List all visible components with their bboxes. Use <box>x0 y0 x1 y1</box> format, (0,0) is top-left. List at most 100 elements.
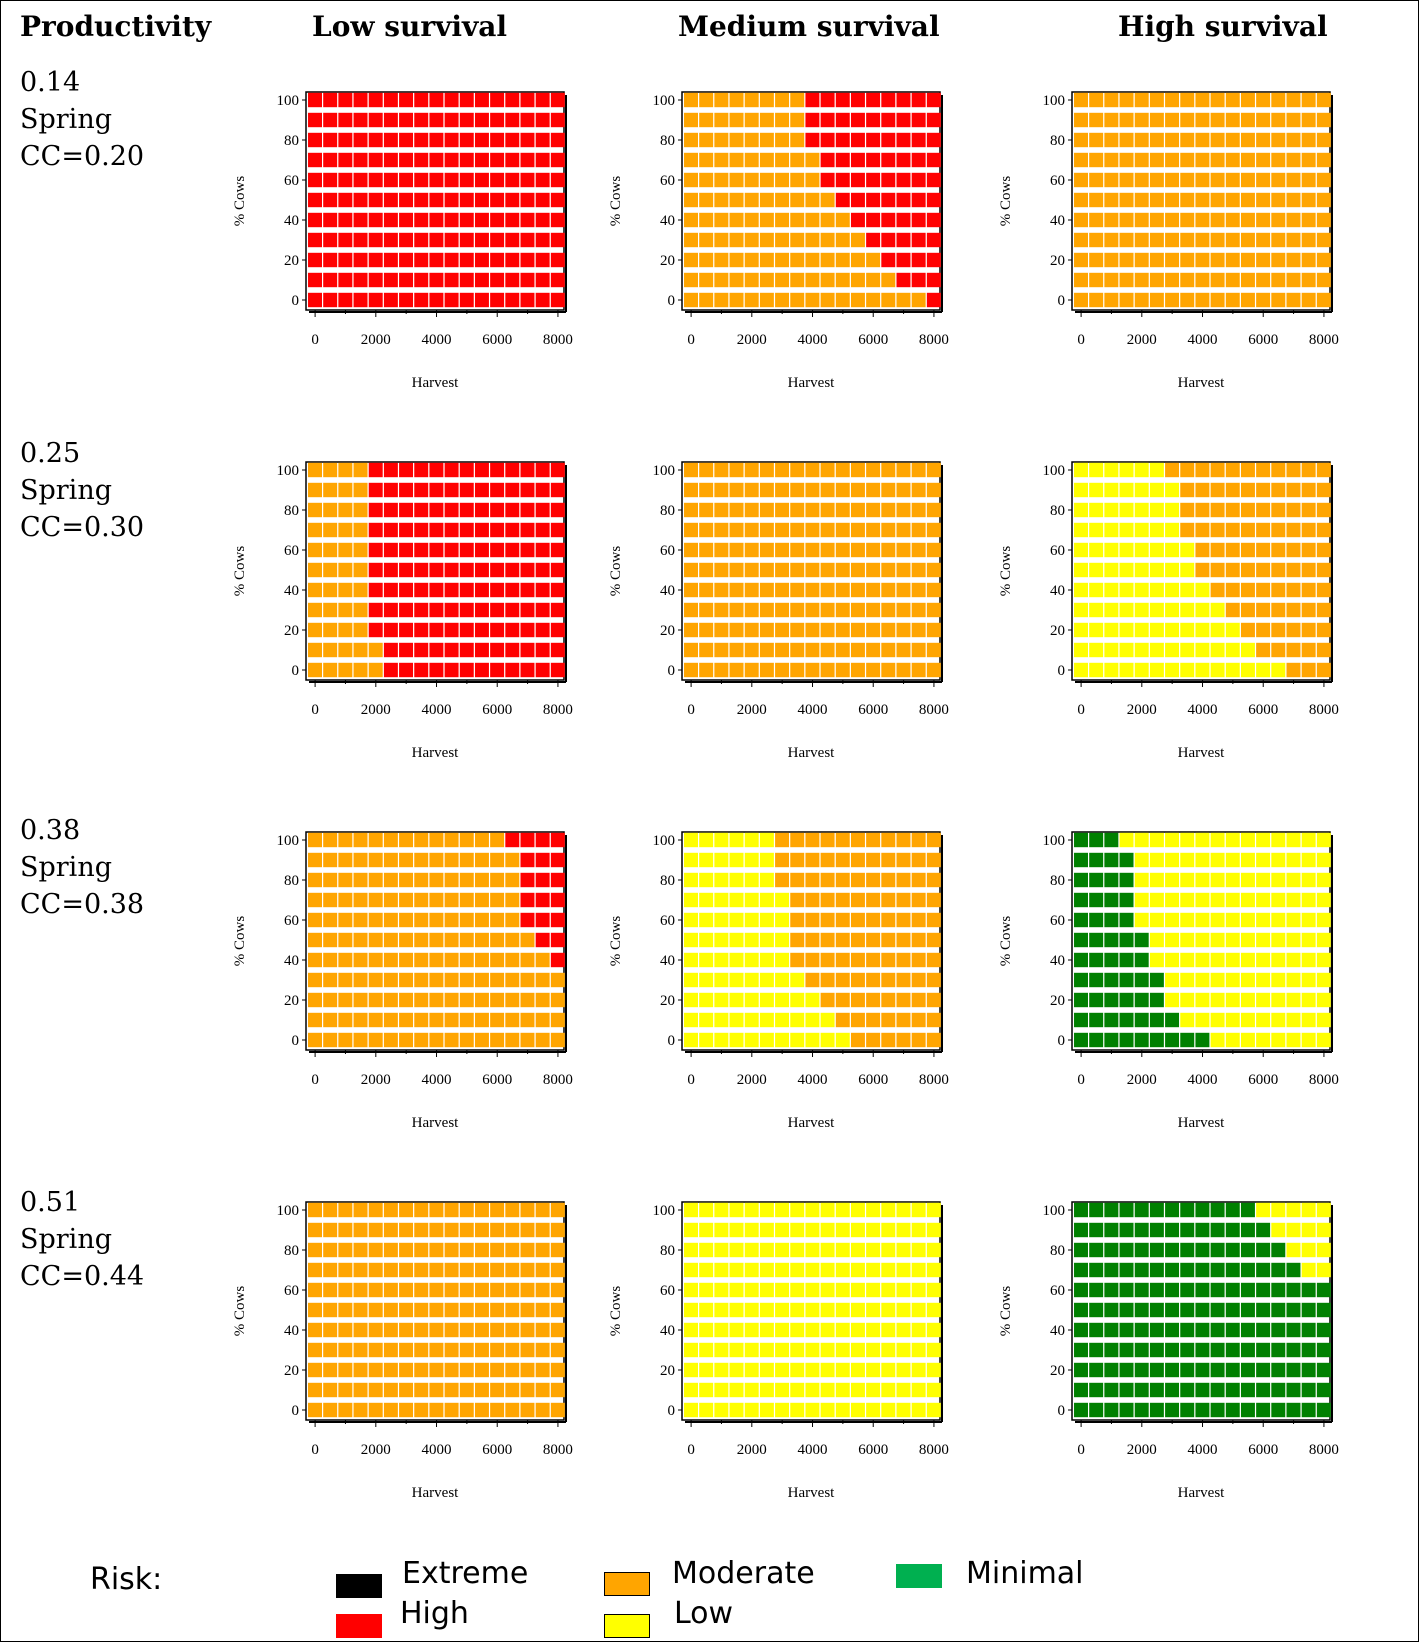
heatmap-cell <box>805 662 820 678</box>
y-axis-title: % Cows <box>608 546 624 597</box>
heatmap-cell <box>805 852 820 868</box>
heatmap-cell <box>399 152 414 168</box>
heatmap-cell <box>699 832 714 848</box>
heatmap-cell <box>308 1282 322 1298</box>
y-tick-label: 0 <box>292 293 300 309</box>
heatmap-cell <box>1286 1032 1301 1048</box>
heatmap-cell <box>520 582 535 598</box>
heatmap-cell <box>323 622 338 638</box>
heatmap-cell <box>1165 952 1180 968</box>
heatmap-cell <box>805 1032 820 1048</box>
y-tick-label: 0 <box>292 1033 300 1049</box>
heatmap-cell <box>399 952 414 968</box>
heatmap-cell <box>1149 462 1164 478</box>
heatmap-cell <box>1180 482 1195 498</box>
heatmap-cell <box>744 912 759 928</box>
heatmap-cell <box>684 92 698 108</box>
heatmap-cell <box>805 562 820 578</box>
heatmap-cell <box>850 272 865 288</box>
heatmap-cell <box>1089 112 1104 128</box>
heatmap-cell <box>835 272 850 288</box>
heatmap-cell <box>1134 1282 1149 1298</box>
heatmap-cell <box>699 872 714 888</box>
heatmap-cell <box>1240 1302 1255 1318</box>
heatmap-cell <box>1180 872 1195 888</box>
heatmap-cell <box>1286 1012 1301 1028</box>
heatmap-cell <box>520 462 535 478</box>
y-tick-label: 60 <box>284 1283 299 1299</box>
y-tick-label: 20 <box>284 993 299 1009</box>
heatmap-cell <box>1165 662 1180 678</box>
y-tick-label: 20 <box>284 1363 299 1379</box>
heatmap-cell <box>1225 1242 1240 1258</box>
heatmap-cell <box>759 482 774 498</box>
heatmap-cell <box>805 872 820 888</box>
heatmap-cell <box>535 112 550 128</box>
heatmap-cell <box>911 1202 926 1218</box>
heatmap-cell <box>444 292 459 308</box>
heatmap-cell <box>520 892 535 908</box>
heatmap-cell <box>368 192 383 208</box>
heatmap-cell <box>896 1222 911 1238</box>
heatmap-cell <box>414 1282 429 1298</box>
heatmap-cell <box>459 522 474 538</box>
heatmap-cell <box>459 1282 474 1298</box>
heatmap-cell <box>399 1382 414 1398</box>
heatmap-cell <box>790 192 805 208</box>
x-tick-label: 0 <box>311 332 319 348</box>
heatmap-cell <box>835 92 850 108</box>
heatmap-cell <box>1089 992 1104 1008</box>
legend-title: Risk: <box>90 1562 163 1597</box>
heatmap-cell <box>820 952 835 968</box>
heatmap-cell <box>520 482 535 498</box>
heatmap-cell <box>684 192 698 208</box>
heatmap-cell <box>444 662 459 678</box>
heatmap-cell <box>1134 992 1149 1008</box>
heatmap-cell <box>835 952 850 968</box>
heatmap-cell <box>1180 172 1195 188</box>
heatmap-cell <box>1210 992 1225 1008</box>
row-cc: CC=0.38 <box>20 889 145 920</box>
heatmap-cell <box>399 112 414 128</box>
heatmap-cell <box>338 892 353 908</box>
heatmap-cell <box>1316 252 1331 268</box>
heatmap-cell <box>684 292 698 308</box>
row-label-3: 0.38 Spring CC=0.38 <box>20 812 144 923</box>
heatmap-cell <box>790 462 805 478</box>
heatmap-cell <box>1089 1402 1104 1418</box>
heatmap-cell <box>866 1282 881 1298</box>
heatmap-cell <box>353 622 368 638</box>
heatmap-cell <box>1271 912 1286 928</box>
heatmap-cell <box>790 1202 805 1218</box>
heatmap-cell <box>338 252 353 268</box>
heatmap-cell <box>1180 112 1195 128</box>
heatmap-cell <box>850 1302 865 1318</box>
heatmap-cell <box>911 112 926 128</box>
heatmap-cell <box>850 252 865 268</box>
heatmap-cell <box>926 542 941 558</box>
heatmap-cell <box>1225 622 1240 638</box>
heatmap-cell <box>759 952 774 968</box>
heatmap-cell <box>1301 212 1316 228</box>
heatmap-cell <box>684 1242 698 1258</box>
heatmap-cell <box>744 542 759 558</box>
heatmap-cell <box>1165 832 1180 848</box>
heatmap-cell <box>1134 522 1149 538</box>
heatmap-cell <box>1104 662 1119 678</box>
heatmap-cell <box>1271 1302 1286 1318</box>
heatmap-cell <box>505 662 520 678</box>
y-tick-label: 40 <box>284 583 299 599</box>
heatmap-cell <box>714 1322 729 1338</box>
heatmap-cell <box>399 462 414 478</box>
heatmap-cell <box>820 232 835 248</box>
heatmap-cell <box>926 1322 941 1338</box>
heatmap-cell <box>1225 602 1240 618</box>
heatmap-cell <box>805 602 820 618</box>
heatmap-cell <box>338 462 353 478</box>
heatmap-cell <box>459 912 474 928</box>
heatmap-cell <box>550 192 565 208</box>
heatmap-cell <box>550 1012 565 1028</box>
heatmap-cell <box>1089 502 1104 518</box>
heatmap-cell <box>399 1322 414 1338</box>
